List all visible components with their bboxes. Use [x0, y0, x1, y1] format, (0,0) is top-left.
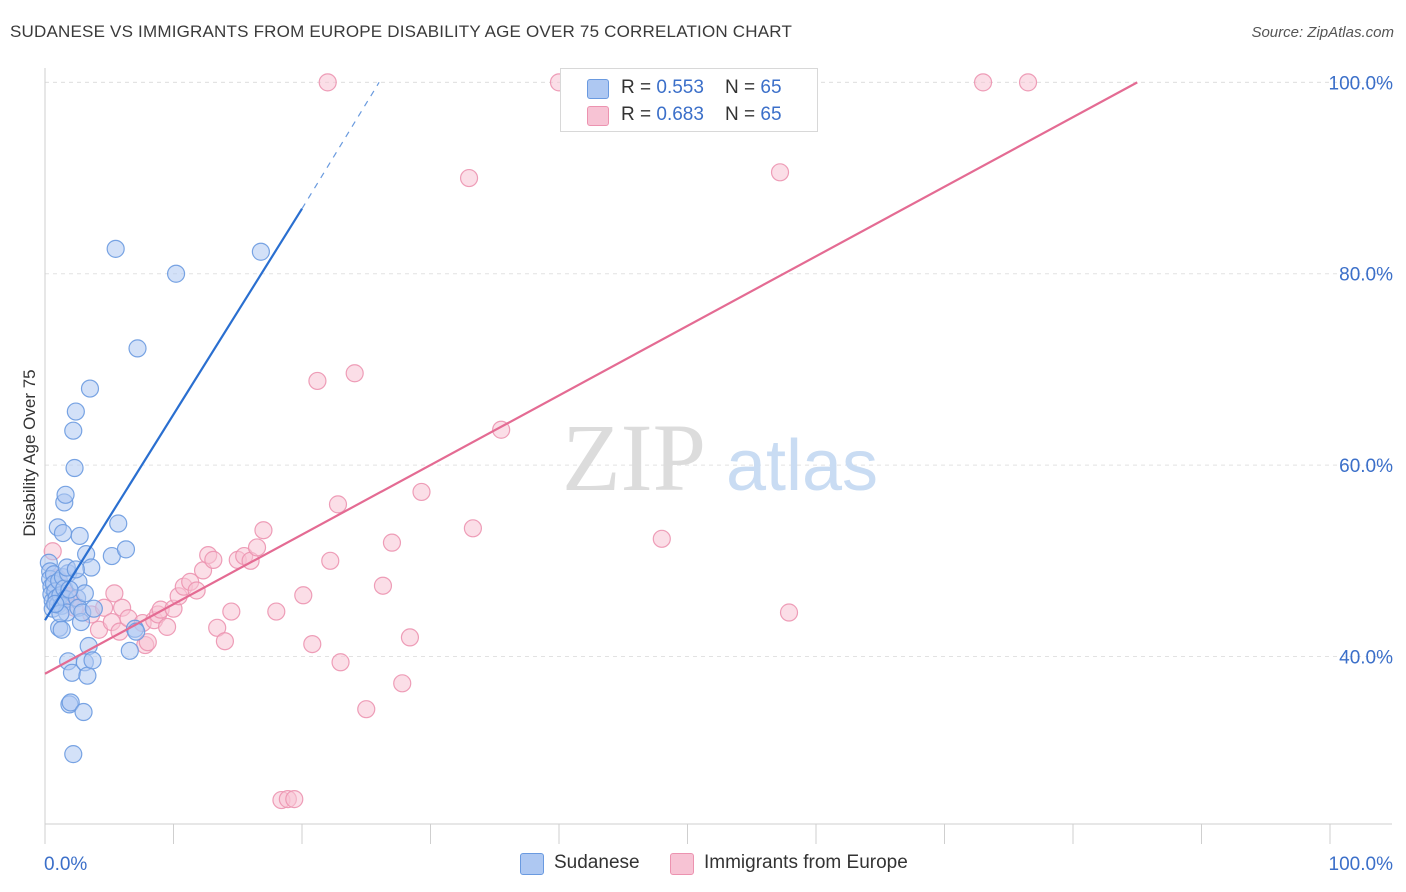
- sudanese-point: [75, 584, 94, 603]
- immigrants-point: [303, 634, 322, 654]
- immigrants-point: [463, 519, 483, 538]
- sudanese-point: [53, 523, 73, 543]
- legend-r-value: 0.683: [656, 104, 704, 125]
- immigrants-point: [215, 632, 234, 651]
- sudanese-point: [120, 641, 139, 660]
- immigrants-point: [331, 653, 350, 672]
- immigrants-point: [345, 364, 364, 383]
- sudanese-point: [106, 239, 125, 258]
- immigrants-point: [254, 521, 273, 540]
- legend-n-label: N =: [725, 77, 761, 98]
- sudanese-point: [116, 540, 136, 559]
- y-tick-label: 100.0%: [1329, 73, 1394, 94]
- immigrants-point: [204, 550, 223, 569]
- immigrants-point: [222, 602, 241, 621]
- immigrants-point: [285, 790, 304, 809]
- immigrants-point: [318, 73, 337, 92]
- immigrants-point: [357, 700, 376, 719]
- immigrants-point: [308, 371, 327, 391]
- legend-r-value: 0.553: [656, 77, 704, 98]
- sudanese-point: [166, 264, 186, 283]
- sudanese-point: [61, 693, 80, 712]
- sudanese-point: [82, 558, 101, 577]
- immigrants-point: [321, 551, 340, 570]
- y-tick-label: 40.0%: [1339, 648, 1393, 669]
- watermark: ZIP atlas: [562, 404, 878, 511]
- sudanese-point: [66, 402, 85, 421]
- immigrants-point: [459, 168, 479, 188]
- legend-n-value: 65: [760, 104, 782, 125]
- sudanese-point: [80, 379, 100, 398]
- immigrants-point: [373, 576, 393, 595]
- bottom-legend-label-sudanese: Sudanese: [554, 852, 640, 873]
- sudanese-point: [64, 745, 83, 764]
- immigrants-point: [400, 628, 420, 647]
- sudanese-point: [84, 599, 103, 618]
- immigrants-point: [294, 586, 313, 605]
- sudanese-point: [56, 485, 75, 504]
- immigrants-point: [267, 602, 286, 621]
- correlation-legend: R = 0.553 N = 65 R = 0.683 N = 65: [560, 68, 818, 132]
- sudanese-point: [109, 514, 128, 533]
- legend-r-label: R =: [621, 104, 657, 125]
- x-tick-label-min: 0.0%: [44, 854, 87, 875]
- watermark-zip: ZIP: [562, 404, 706, 511]
- x-tick-label-max: 100.0%: [1329, 854, 1394, 875]
- tick-labels: 40.0% 60.0% 80.0% 100.0% 0.0% 100.0%: [44, 73, 1393, 875]
- sudanese-trend-extension: [301, 82, 380, 209]
- bottom-legend-swatch-blue: [520, 853, 544, 875]
- legend-n-label: N =: [725, 104, 761, 125]
- sudanese-point: [65, 458, 84, 478]
- sudanese-point: [127, 622, 146, 641]
- immigrants-point: [393, 674, 412, 693]
- y-tick-label: 60.0%: [1339, 456, 1393, 477]
- grid-lines: [45, 81, 1392, 658]
- axes: [44, 68, 1392, 844]
- immigrants-point: [770, 163, 790, 182]
- immigrants-point: [138, 633, 157, 652]
- immigrants-point: [105, 584, 124, 603]
- immigrants-point: [412, 482, 431, 502]
- sudanese-point: [78, 666, 97, 685]
- immigrants-trend-line: [44, 81, 1138, 675]
- source-label: Source: ZipAtlas.com: [1251, 24, 1394, 41]
- legend-r-label: R =: [621, 77, 657, 98]
- chart-title: SUDANESE VS IMMIGRANTS FROM EUROPE DISAB…: [10, 22, 793, 41]
- immigrants-point: [328, 495, 348, 514]
- series-immigrants-points: [43, 73, 1038, 810]
- immigrants-point: [652, 529, 671, 548]
- watermark-atlas: atlas: [726, 426, 878, 506]
- sudanese-point: [52, 620, 71, 639]
- immigrants-point: [247, 538, 267, 557]
- sudanese-point: [70, 526, 89, 546]
- legend-swatch-pink: [587, 106, 609, 126]
- trend-lines: [44, 81, 1138, 675]
- sudanese-point: [74, 702, 93, 722]
- immigrants-point: [208, 618, 227, 637]
- immigrants-point: [973, 73, 993, 92]
- y-tick-label: 80.0%: [1339, 265, 1393, 286]
- sudanese-trend-line: [44, 208, 303, 621]
- y-axis-label: Disability Age Over 75: [20, 369, 39, 537]
- bottom-legend-label-immigrants: Immigrants from Europe: [704, 852, 908, 873]
- immigrants-point: [382, 533, 402, 552]
- bottom-legend-swatch-pink: [670, 853, 694, 875]
- sudanese-point: [83, 651, 102, 670]
- immigrants-point: [1018, 73, 1038, 92]
- legend-swatch-blue: [587, 79, 609, 99]
- legend-n-value: 65: [760, 77, 782, 98]
- sudanese-point: [128, 339, 147, 358]
- sudanese-point: [251, 242, 270, 261]
- immigrants-point: [157, 617, 177, 636]
- series-sudanese-points: [39, 239, 270, 764]
- immigrants-point: [779, 603, 799, 622]
- sudanese-point: [64, 421, 83, 440]
